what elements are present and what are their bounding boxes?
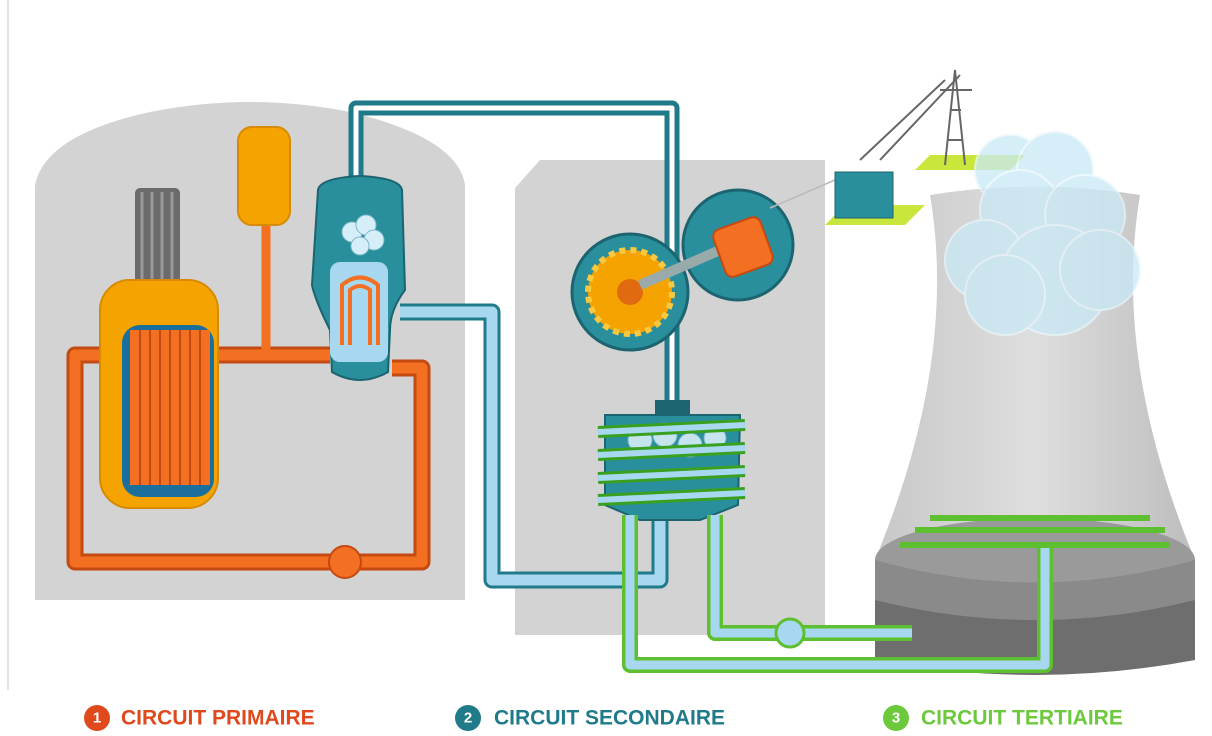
legend: 1 CIRCUIT PRIMAIRE 2 CIRCUIT SECONDAIRE … bbox=[84, 705, 1123, 731]
legend-number: 3 bbox=[892, 710, 900, 727]
legend-number: 1 bbox=[93, 710, 101, 727]
legend-label: CIRCUIT SECONDAIRE bbox=[494, 707, 725, 730]
legend-label: CIRCUIT PRIMAIRE bbox=[121, 707, 315, 730]
legend-number: 2 bbox=[464, 710, 472, 727]
legend-label: CIRCUIT TERTIAIRE bbox=[921, 707, 1123, 730]
plant-diagram: 1 CIRCUIT PRIMAIRE 2 CIRCUIT SECONDAIRE … bbox=[0, 0, 1212, 736]
